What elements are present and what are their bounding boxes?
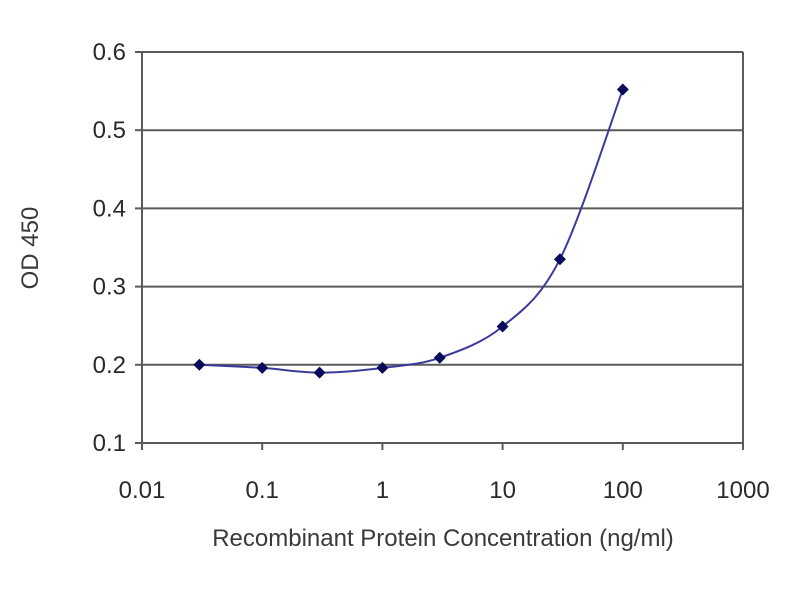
data-point xyxy=(616,83,629,96)
fit-curve xyxy=(199,89,624,374)
y-tick-label: 0.3 xyxy=(93,274,126,301)
data-point xyxy=(496,320,509,333)
data-point xyxy=(193,358,206,371)
y-axis-title: OD 450 xyxy=(17,207,44,290)
y-tick-label: 0.6 xyxy=(93,39,126,66)
tick-labels: 0.1 0.2 0.3 0.4 0.5 0.6 0.01 0.1 1 10 100 1000 xyxy=(93,39,770,504)
grid-lines xyxy=(142,51,743,366)
data-point xyxy=(313,366,326,379)
fit-curve-layer xyxy=(199,89,624,374)
data-point xyxy=(433,351,446,364)
x-tick-label: 1 xyxy=(376,477,389,504)
x-axis-title: Recombinant Protein Concentration (ng/ml… xyxy=(212,525,674,552)
data-point xyxy=(553,253,566,266)
x-tick-label: 100 xyxy=(603,477,643,504)
y-tick-label: 0.1 xyxy=(93,430,126,457)
y-tick-label: 0.5 xyxy=(93,117,126,144)
data-points xyxy=(193,83,629,379)
x-tick-label: 10 xyxy=(489,477,516,504)
axes xyxy=(135,51,744,450)
y-tick-label: 0.4 xyxy=(93,195,126,222)
x-tick-label: 0.01 xyxy=(119,477,166,504)
data-point xyxy=(376,361,389,374)
x-tick-label: 0.1 xyxy=(246,477,279,504)
x-tick-label: 1000 xyxy=(716,477,769,504)
data-point xyxy=(256,361,269,374)
y-tick-label: 0.2 xyxy=(93,352,126,379)
